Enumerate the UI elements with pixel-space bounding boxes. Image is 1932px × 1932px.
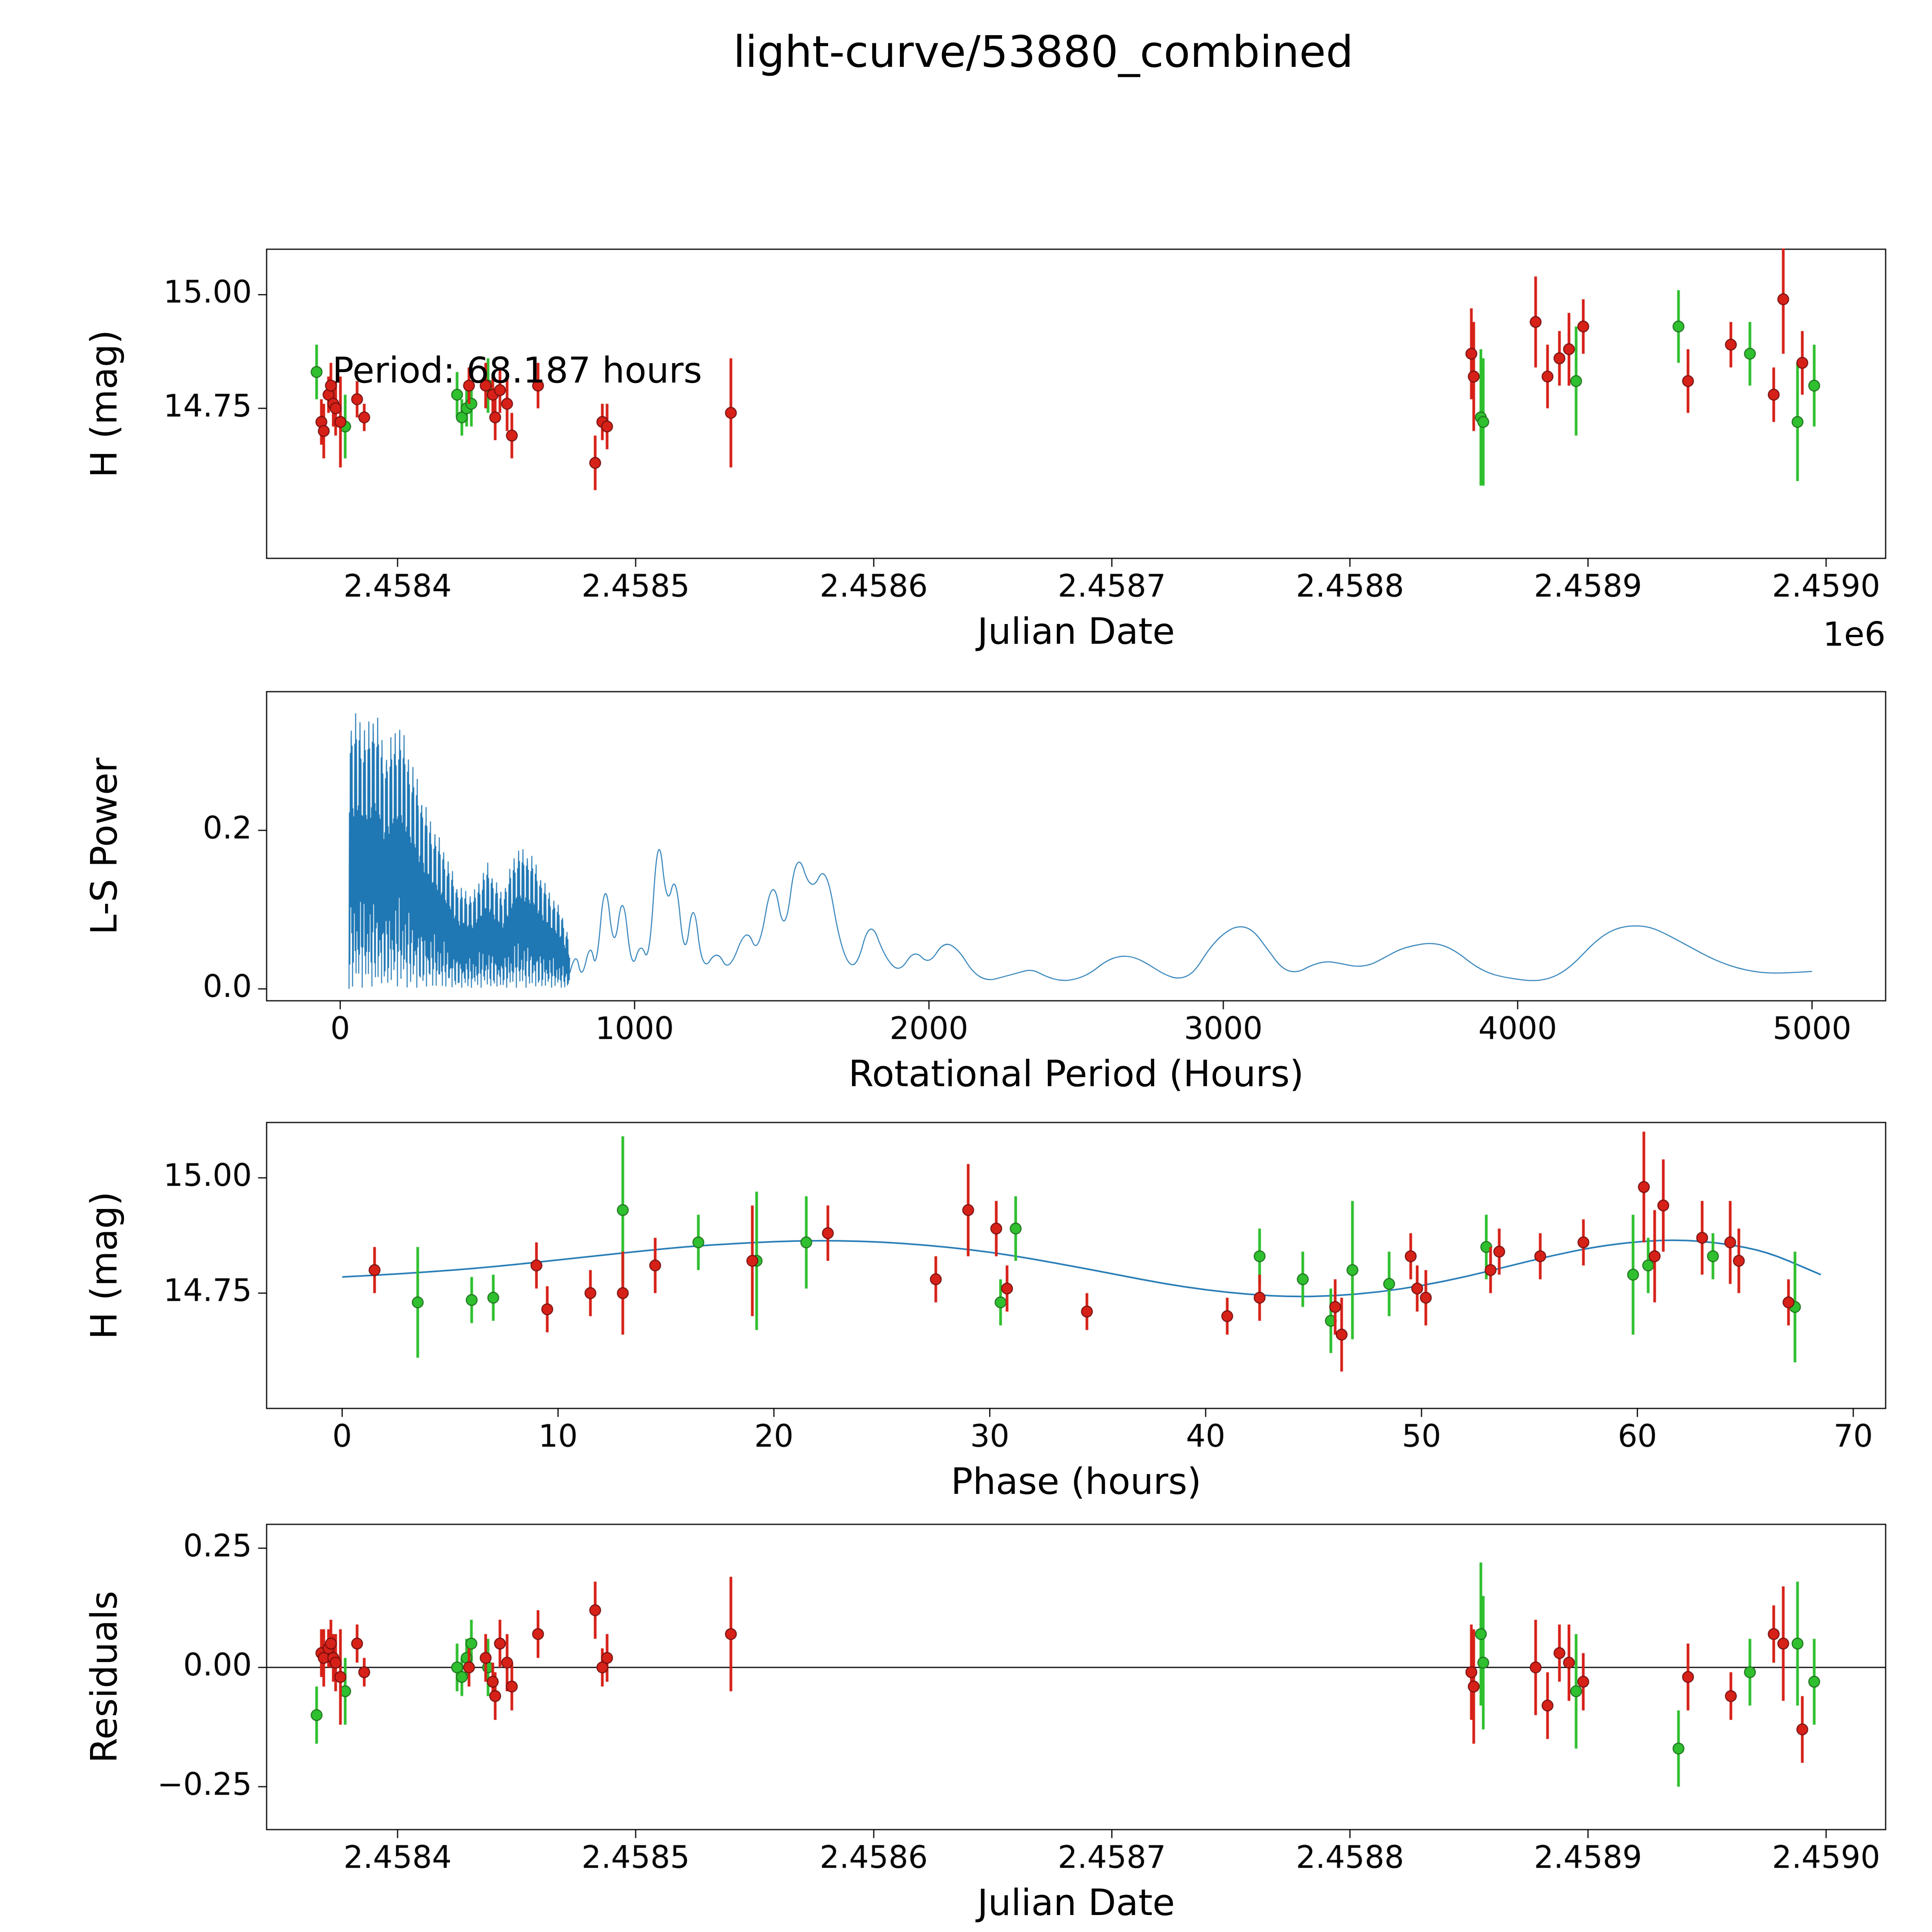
panel3-ylabel: H (mag) <box>83 1191 126 1340</box>
panel1-ylabel: H (mag) <box>83 330 126 478</box>
figure-title: light-curve/53880_combined <box>733 27 1354 77</box>
panel2-ylabel: L-S Power <box>83 757 126 935</box>
panel3-xlabel: Phase (hours) <box>951 1461 1202 1503</box>
period-annotation: Period: 68.187 hours <box>332 350 702 391</box>
panel4-ylabel: Residuals <box>83 1591 126 1763</box>
panel1-xlabel: Julian Date <box>977 611 1175 653</box>
panel4-offset-text: 1e6 <box>1823 1927 1886 1932</box>
panel4-xlabel: Julian Date <box>977 1882 1175 1924</box>
panel2-xlabel: Rotational Period (Hours) <box>848 1053 1304 1095</box>
panel1-offset-text: 1e6 <box>1823 615 1886 654</box>
